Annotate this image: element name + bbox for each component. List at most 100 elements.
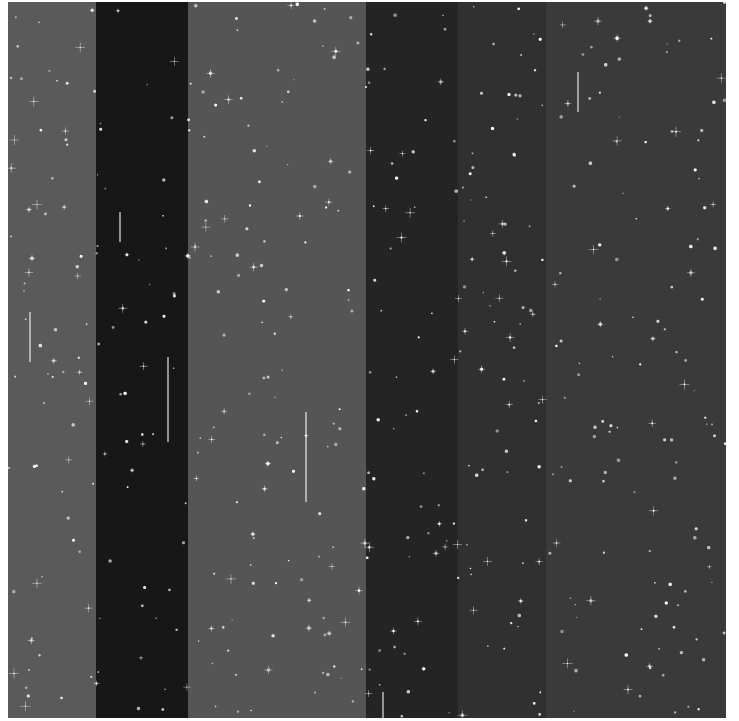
- star: [99, 127, 103, 131]
- star: [669, 438, 674, 442]
- star: [245, 227, 249, 231]
- star: [689, 244, 693, 249]
- star: [372, 205, 375, 208]
- star: [710, 37, 713, 40]
- star: [541, 104, 544, 107]
- star: [654, 581, 656, 584]
- star: [111, 325, 115, 329]
- star: [615, 141, 618, 143]
- star: [707, 545, 711, 550]
- star: [104, 187, 107, 190]
- star: [393, 427, 395, 430]
- star: [670, 129, 674, 133]
- star: [125, 439, 129, 444]
- star: [349, 16, 353, 20]
- star: [204, 219, 207, 222]
- star: [266, 145, 268, 148]
- star: [609, 424, 613, 428]
- star: [92, 482, 95, 485]
- star: [318, 512, 322, 516]
- star: [362, 487, 366, 491]
- star: [672, 625, 676, 629]
- star: [162, 178, 166, 182]
- star: [348, 170, 352, 174]
- star: [231, 619, 233, 621]
- star: [65, 81, 69, 85]
- star: [60, 696, 63, 700]
- star: [639, 363, 642, 366]
- star: [431, 312, 433, 315]
- star: [227, 649, 230, 652]
- star: [559, 339, 563, 343]
- star: [419, 505, 423, 508]
- star: [517, 7, 521, 11]
- star: [152, 433, 155, 436]
- star: [394, 176, 399, 180]
- star: [332, 546, 335, 548]
- star: [617, 57, 622, 61]
- star: [263, 433, 266, 437]
- star: [390, 162, 394, 165]
- star: [463, 220, 465, 222]
- star: [210, 255, 212, 257]
- star: [687, 705, 690, 708]
- star: [235, 673, 238, 676]
- star: [235, 501, 238, 504]
- star: [293, 79, 295, 81]
- readout-column-6: [546, 2, 726, 718]
- star: [665, 51, 668, 54]
- star: [78, 550, 81, 554]
- star: [468, 172, 472, 176]
- star: [372, 477, 376, 481]
- star: [367, 81, 371, 84]
- star: [573, 710, 575, 712]
- star: [286, 163, 289, 166]
- star: [608, 430, 611, 433]
- star: [376, 418, 380, 422]
- star: [99, 617, 101, 620]
- star: [189, 82, 192, 85]
- readout-column-1: [8, 2, 96, 718]
- star: [523, 380, 525, 382]
- star: [236, 29, 239, 32]
- star: [26, 694, 30, 698]
- star: [172, 294, 176, 298]
- star: [313, 184, 317, 189]
- star: [470, 573, 472, 576]
- star: [663, 438, 667, 442]
- stars-layer: [8, 2, 726, 718]
- star: [38, 343, 43, 348]
- star: [222, 333, 226, 337]
- star: [286, 90, 290, 94]
- star: [85, 323, 88, 325]
- star: [196, 451, 199, 454]
- star: [471, 152, 474, 155]
- star: [9, 76, 13, 80]
- star: [266, 375, 270, 379]
- star: [247, 124, 250, 127]
- star: [199, 437, 202, 439]
- star: [252, 149, 256, 153]
- star: [96, 174, 99, 176]
- star: [274, 582, 278, 585]
- star: [469, 567, 472, 570]
- readout-column-2: [96, 2, 188, 718]
- star: [23, 282, 26, 285]
- star: [365, 86, 367, 88]
- star: [321, 45, 324, 48]
- star: [273, 332, 276, 335]
- star: [262, 299, 266, 303]
- star: [182, 541, 185, 545]
- star: [539, 691, 542, 694]
- star: [560, 465, 563, 469]
- star: [126, 486, 129, 489]
- star: [48, 69, 51, 72]
- star: [318, 555, 321, 558]
- star: [457, 576, 460, 580]
- star: [188, 129, 191, 132]
- star: [471, 166, 475, 170]
- star: [239, 96, 243, 100]
- star: [518, 94, 522, 98]
- star: [172, 292, 176, 296]
- star: [666, 43, 668, 45]
